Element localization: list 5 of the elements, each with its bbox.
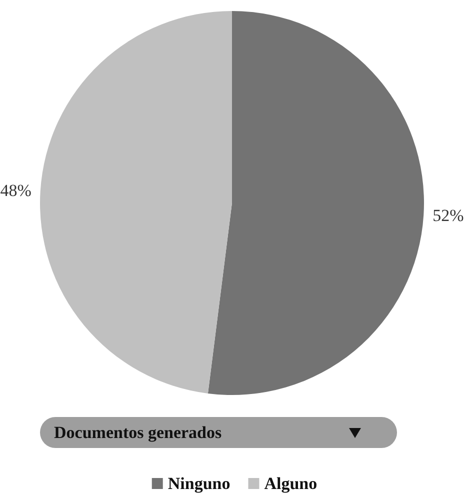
legend-title: Documentos generados: [54, 423, 222, 442]
legend-label: Alguno: [264, 474, 318, 493]
data-label: 48%: [0, 181, 32, 200]
data-label: 52%: [432, 206, 464, 225]
legend-label: Ninguno: [168, 474, 230, 493]
